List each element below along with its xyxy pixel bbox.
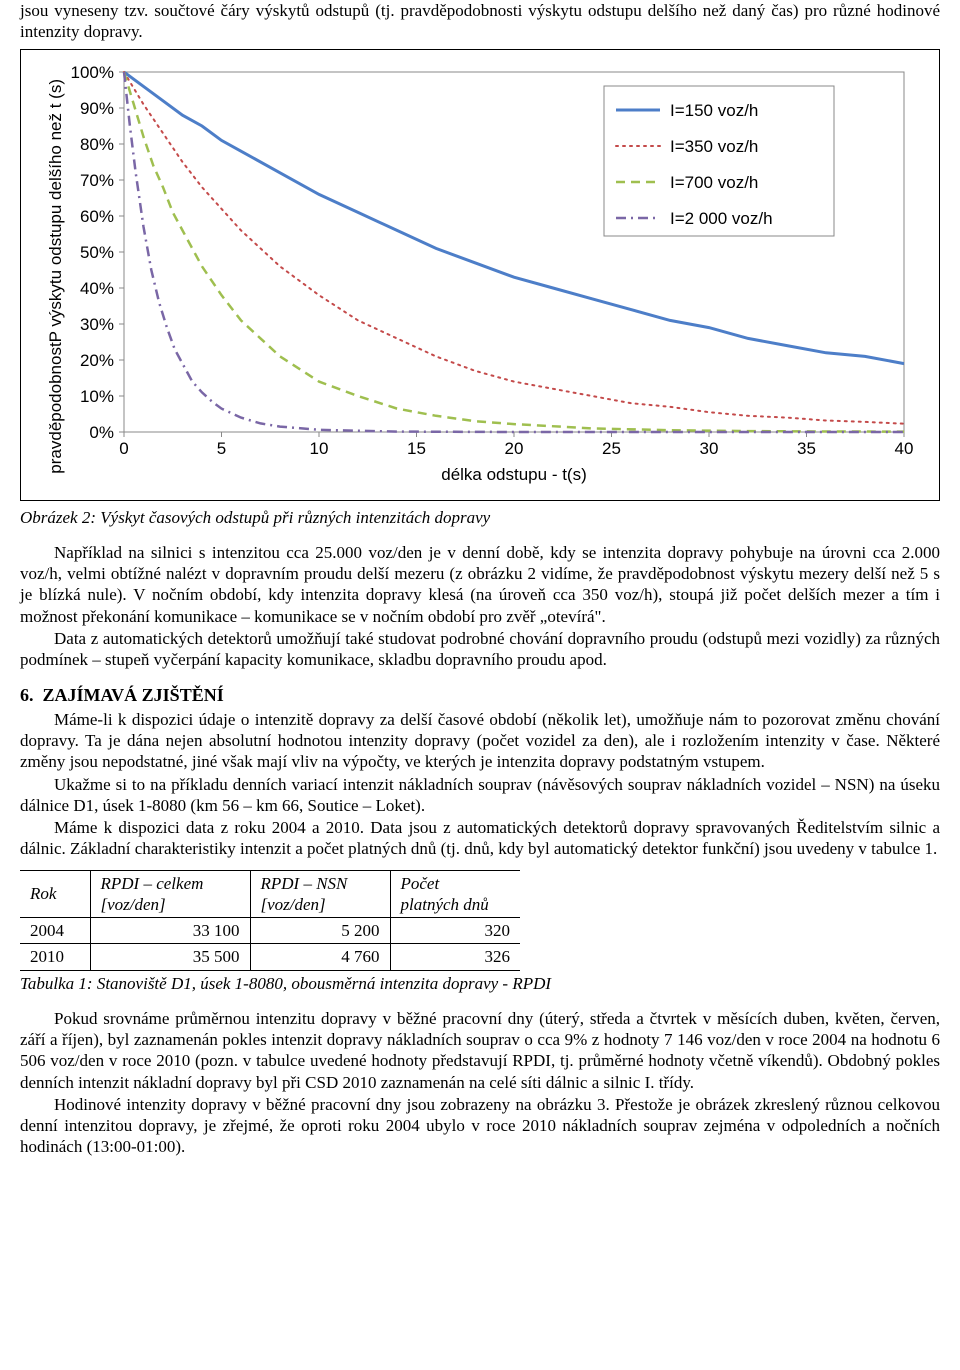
svg-text:20: 20 [505, 439, 524, 458]
svg-text:25: 25 [602, 439, 621, 458]
table-cell: 33 100 [90, 918, 250, 944]
chart-svg: 0% 10% 20% 30% 40% 50% 60% 70% 80% 90% 100% 0 5 10 15 2… [66, 64, 914, 490]
figure-caption: Obrázek 2: Výskyt časových odstupů při r… [20, 507, 940, 528]
svg-text:35: 35 [797, 439, 816, 458]
section-title: ZAJÍMAVÁ ZJIŠTĚNÍ [43, 685, 224, 705]
table-row: 201035 5004 760326 [20, 944, 520, 970]
svg-text:40%: 40% [80, 279, 114, 298]
intro-paragraph: jsou vyneseny tzv. součtové čáry výskytů… [20, 0, 940, 43]
table-cell: 35 500 [90, 944, 250, 970]
tail-p7: Pokud srovnáme průměrnou intenzitu dopra… [20, 1008, 940, 1093]
svg-text:I=700 voz/h: I=700 voz/h [670, 173, 758, 192]
body-p2: Například na silnici s intenzitou cca 25… [20, 542, 940, 627]
table-header-cell: Početplatných dnů [390, 870, 520, 918]
svg-text:20%: 20% [80, 351, 114, 370]
body-p3: Data z automatických detektorů umožňují … [20, 628, 940, 671]
section-p6: Máme k dispozici data z roku 2004 a 2010… [20, 817, 940, 860]
tail-p8: Hodinové intenzity dopravy v běžné praco… [20, 1094, 940, 1158]
table-cell: 2004 [20, 918, 90, 944]
table-header-cell: Rok [20, 870, 90, 918]
section-p4: Máme-li k dispozici údaje o intenzitě do… [20, 709, 940, 773]
svg-text:70%: 70% [80, 171, 114, 190]
svg-text:I=2 000 voz/h: I=2 000 voz/h [670, 209, 773, 228]
rpdi-table: RokRPDI – celkem[voz/den]RPDI – NSN[voz/… [20, 870, 520, 971]
probability-chart: pravděpodobnostP výskytu odstupu delšího… [20, 49, 940, 501]
section-number: 6. [20, 685, 34, 705]
svg-text:40: 40 [895, 439, 914, 458]
table-header-cell: RPDI – celkem[voz/den] [90, 870, 250, 918]
table-cell: 2010 [20, 944, 90, 970]
svg-text:30%: 30% [80, 315, 114, 334]
svg-text:100%: 100% [71, 64, 114, 82]
table-caption: Tabulka 1: Stanoviště D1, úsek 1-8080, o… [20, 973, 940, 994]
svg-text:10%: 10% [80, 387, 114, 406]
table-header-cell: RPDI – NSN[voz/den] [250, 870, 390, 918]
section-p5: Ukažme si to na příkladu denních variací… [20, 774, 940, 817]
svg-text:0: 0 [120, 439, 129, 458]
table-row: 200433 1005 200320 [20, 918, 520, 944]
section-heading: 6. ZAJÍMAVÁ ZJIŠTĚNÍ [20, 684, 940, 707]
table-cell: 320 [390, 918, 520, 944]
svg-text:10: 10 [310, 439, 329, 458]
svg-text:0%: 0% [90, 423, 115, 442]
svg-text:80%: 80% [80, 135, 114, 154]
table-cell: 326 [390, 944, 520, 970]
svg-text:5: 5 [217, 439, 226, 458]
svg-text:15: 15 [407, 439, 426, 458]
table-cell: 4 760 [250, 944, 390, 970]
svg-text:50%: 50% [80, 243, 114, 262]
svg-text:30: 30 [700, 439, 719, 458]
svg-text:I=150 voz/h: I=150 voz/h [670, 101, 758, 120]
svg-text:60%: 60% [80, 207, 114, 226]
svg-text:I=350 voz/h: I=350 voz/h [670, 137, 758, 156]
svg-text:délka odstupu - t(s): délka odstupu - t(s) [441, 465, 587, 484]
y-axis-label: pravděpodobnostP výskytu odstupu delšího… [41, 79, 66, 474]
table-cell: 5 200 [250, 918, 390, 944]
svg-text:90%: 90% [80, 99, 114, 118]
